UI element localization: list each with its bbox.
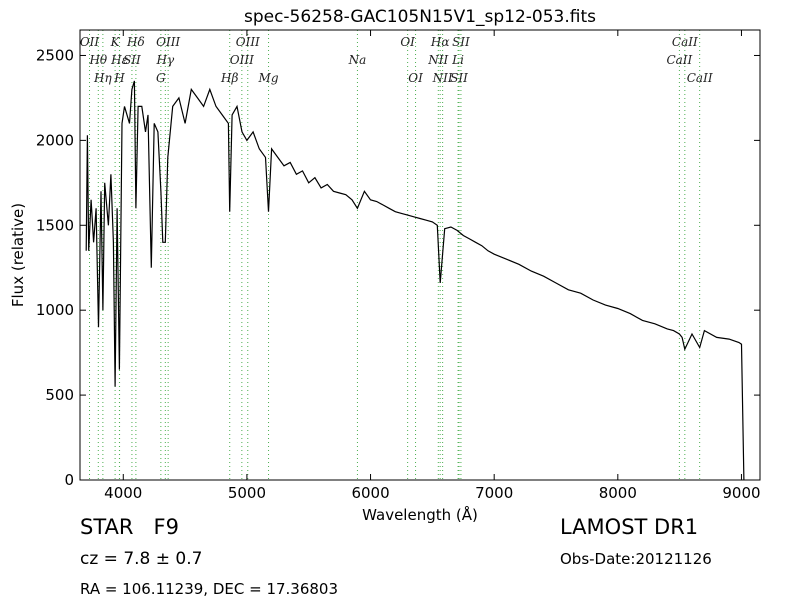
spectral-line-label: OIII [156,35,180,49]
spectral-line-label: OIII [230,53,254,67]
spectral-line-label: H [113,71,125,85]
y-tick-label: 0 [64,471,74,489]
x-tick-label: 5000 [228,484,266,502]
spectral-line-label: CaII [687,71,713,85]
redshift: cz = 7.8 ± 0.7 [80,549,202,569]
spectral-line-label: Hγ [155,53,174,67]
spectral-line-label: Li [451,53,464,67]
y-tick-label: 2000 [36,131,74,149]
spectrum-line [85,80,745,481]
spectral-line-label: Hβ [220,71,238,85]
spectral-line-label: Hη [93,71,112,85]
spectral-line-label: G [156,71,166,85]
spectral-line-label: K [110,35,121,49]
spectral-line-label: NII [427,53,448,67]
spectral-line-label: SII [452,35,470,49]
spectral-line-label: Hθ [88,53,107,67]
spectral-line-label: SII [123,53,141,67]
chart-title: spec-56258-GAC105N15V1_sp12-053.fits [244,7,596,27]
spectral-line-label: OII [80,35,100,49]
y-tick-label: 500 [45,386,74,404]
y-axis-label: Flux (relative) [9,203,27,307]
spectral-line-label: Na [348,53,367,67]
coordinates: RA = 106.11239, DEC = 17.36803 [80,580,338,598]
x-axis-label: Wavelength (Å) [362,505,478,524]
survey: LAMOST DR1 [560,515,698,539]
object-class: STAR F9 [80,515,179,539]
plot-frame [79,29,761,481]
spectral-line-label: Hα [430,35,450,49]
y-tick-label: 1000 [36,301,74,319]
spectral-line-label: Hδ [126,35,145,49]
spectral-line-label: Mg [258,71,279,85]
spectral-line-label: SII [450,71,468,85]
spectral-line-label: Hε [110,53,128,67]
x-tick-label: 7000 [475,484,513,502]
spectral-line-label: OI [400,35,415,49]
x-tick-label: 9000 [722,484,760,502]
spectral-line-label: OIII [236,35,260,49]
y-tick-label: 1500 [36,216,74,234]
obs-date: Obs-Date:20121126 [560,550,712,568]
spectral-line-label: CaII [672,35,698,49]
spectral-line-label: CaII [666,53,692,67]
x-tick-label: 6000 [351,484,389,502]
x-tick-label: 8000 [599,484,637,502]
spectral-line-label: OI [408,71,423,85]
x-tick-label: 4000 [104,484,142,502]
y-tick-label: 2500 [36,46,74,64]
spectral-line-label: NII [432,71,453,85]
